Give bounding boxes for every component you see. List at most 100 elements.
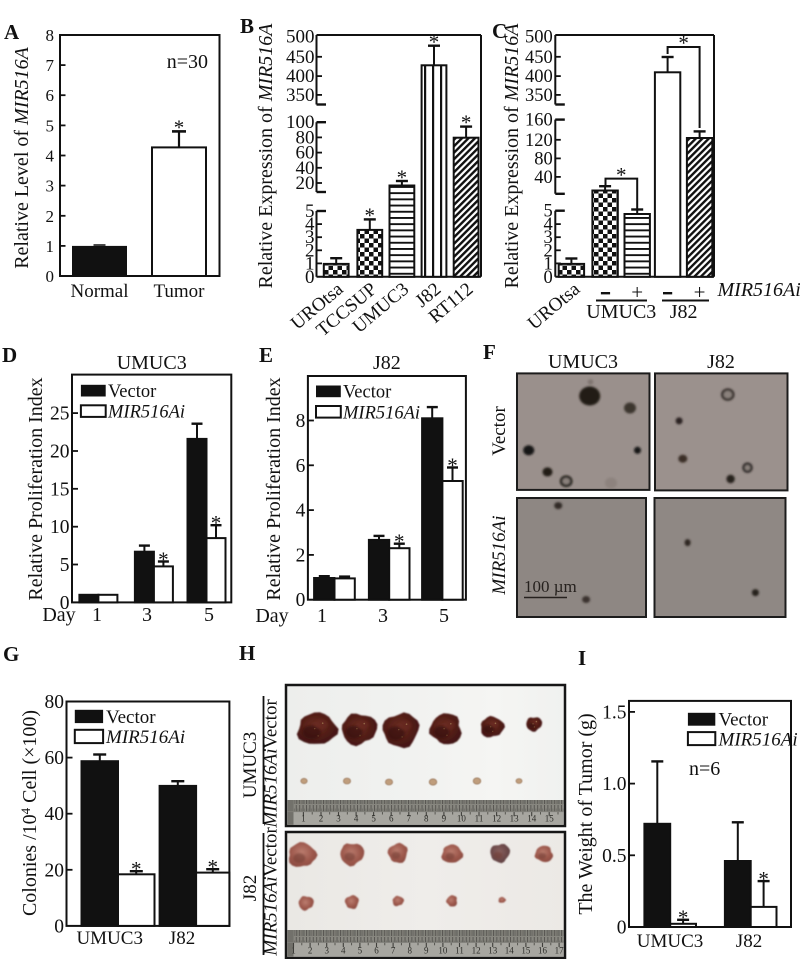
svg-text:UMUC3: UMUC3: [637, 931, 704, 952]
svg-text:MIR516Ai: MIR516Ai: [261, 748, 282, 828]
svg-text:5: 5: [46, 116, 55, 135]
svg-text:*: *: [158, 547, 169, 571]
svg-text:40: 40: [45, 804, 65, 825]
svg-text:Vector: Vector: [719, 710, 769, 731]
svg-text:I: I: [578, 646, 586, 670]
svg-text:10: 10: [457, 814, 467, 824]
svg-text:40: 40: [534, 168, 553, 188]
svg-text:UMUC3: UMUC3: [548, 351, 618, 373]
svg-text:0: 0: [544, 268, 553, 288]
svg-text:5: 5: [371, 814, 376, 824]
svg-text:2: 2: [296, 545, 306, 566]
svg-text:Relative Proliferation Index: Relative Proliferation Index: [263, 377, 285, 600]
svg-text:J82: J82: [240, 875, 261, 901]
svg-text:2: 2: [308, 945, 313, 955]
svg-text:J82: J82: [707, 351, 735, 373]
svg-text:MIR516Ai: MIR516Ai: [718, 729, 798, 750]
svg-text:3: 3: [142, 604, 152, 626]
svg-text:6: 6: [389, 814, 394, 824]
svg-text:F: F: [483, 340, 496, 364]
svg-text:1.0: 1.0: [602, 774, 626, 795]
svg-text:1: 1: [301, 814, 306, 824]
svg-text:0: 0: [46, 267, 55, 286]
svg-text:Relative Level of MIR516A: Relative Level of MIR516A: [11, 46, 33, 268]
svg-text:J82: J82: [169, 928, 195, 949]
svg-text:0: 0: [617, 918, 627, 939]
svg-text:0: 0: [296, 590, 306, 611]
svg-text:400: 400: [525, 67, 553, 87]
svg-text:5: 5: [60, 555, 70, 576]
svg-text:7: 7: [407, 814, 412, 824]
svg-text:7: 7: [391, 945, 396, 955]
svg-text:Vector: Vector: [108, 382, 156, 402]
svg-text:1: 1: [291, 945, 296, 955]
svg-text:n=6: n=6: [689, 758, 720, 780]
svg-text:14: 14: [527, 814, 537, 824]
svg-text:MIR516Ai: MIR516Ai: [342, 403, 420, 423]
svg-text:H: H: [239, 641, 255, 665]
svg-text:*: *: [208, 855, 219, 879]
svg-text:2: 2: [319, 814, 324, 824]
svg-text:MIR516Ai: MIR516Ai: [105, 727, 185, 748]
svg-text:n=30: n=30: [167, 51, 208, 73]
svg-text:8: 8: [46, 26, 55, 45]
svg-text:3: 3: [336, 814, 341, 824]
svg-text:14: 14: [505, 945, 515, 955]
svg-text:160: 160: [525, 111, 553, 131]
svg-text:E: E: [259, 343, 273, 367]
svg-text:3: 3: [46, 177, 55, 196]
svg-text:1: 1: [92, 604, 102, 626]
svg-text:100 µm: 100 µm: [524, 577, 577, 596]
svg-text:3: 3: [378, 605, 388, 627]
svg-text:*: *: [365, 203, 376, 227]
svg-text:20: 20: [50, 442, 70, 463]
svg-text:*: *: [447, 453, 458, 477]
svg-text:*: *: [616, 163, 627, 187]
svg-text:10: 10: [50, 517, 70, 538]
svg-text:8: 8: [407, 945, 412, 955]
svg-text:The Weight of Tumor (g): The Weight of Tumor (g): [575, 713, 597, 914]
svg-text:2: 2: [46, 207, 55, 226]
svg-text:5: 5: [204, 604, 214, 626]
svg-text:20: 20: [45, 860, 65, 881]
svg-text:8: 8: [424, 814, 429, 824]
svg-text:60: 60: [45, 748, 65, 769]
svg-text:J82: J82: [736, 931, 762, 952]
svg-text:350: 350: [525, 86, 553, 106]
svg-text:10: 10: [438, 945, 448, 955]
svg-text:1: 1: [317, 605, 327, 627]
svg-text:Relative Expression of MIR516A: Relative Expression of MIR516A: [255, 23, 277, 289]
svg-text:Normal: Normal: [70, 281, 128, 302]
svg-text:12: 12: [472, 945, 481, 955]
svg-text:0.5: 0.5: [602, 846, 626, 867]
svg-text:*: *: [397, 165, 408, 189]
svg-text:*: *: [678, 906, 689, 930]
svg-text:D: D: [2, 343, 17, 367]
svg-text:80: 80: [45, 692, 65, 713]
svg-text:17: 17: [555, 945, 565, 955]
svg-text:MIR516Ai: MIR516Ai: [107, 403, 185, 423]
svg-text:J82: J82: [670, 301, 698, 323]
svg-text:1.5: 1.5: [602, 702, 626, 723]
svg-text:*: *: [429, 30, 440, 54]
svg-text:11: 11: [455, 945, 464, 955]
svg-text:UMUC3: UMUC3: [76, 928, 143, 949]
svg-text:450: 450: [286, 47, 315, 68]
svg-text:500: 500: [525, 28, 553, 48]
svg-text:20: 20: [296, 173, 315, 194]
svg-text:J82: J82: [373, 352, 401, 374]
svg-text:7: 7: [46, 56, 55, 75]
svg-text:15: 15: [521, 945, 531, 955]
svg-text:*: *: [174, 115, 185, 139]
svg-text:500: 500: [286, 27, 315, 48]
svg-text:450: 450: [525, 48, 553, 68]
svg-text:Vector: Vector: [261, 827, 282, 877]
svg-text:UMUC3: UMUC3: [240, 732, 261, 799]
svg-text:5: 5: [358, 945, 363, 955]
svg-text:5: 5: [439, 605, 449, 627]
svg-text:Relative Expression of MIR516A: Relative Expression of MIR516A: [501, 23, 523, 289]
svg-text:Day: Day: [42, 604, 75, 626]
svg-text:A: A: [4, 20, 20, 44]
svg-text:3: 3: [324, 945, 329, 955]
svg-text:*: *: [211, 511, 222, 535]
